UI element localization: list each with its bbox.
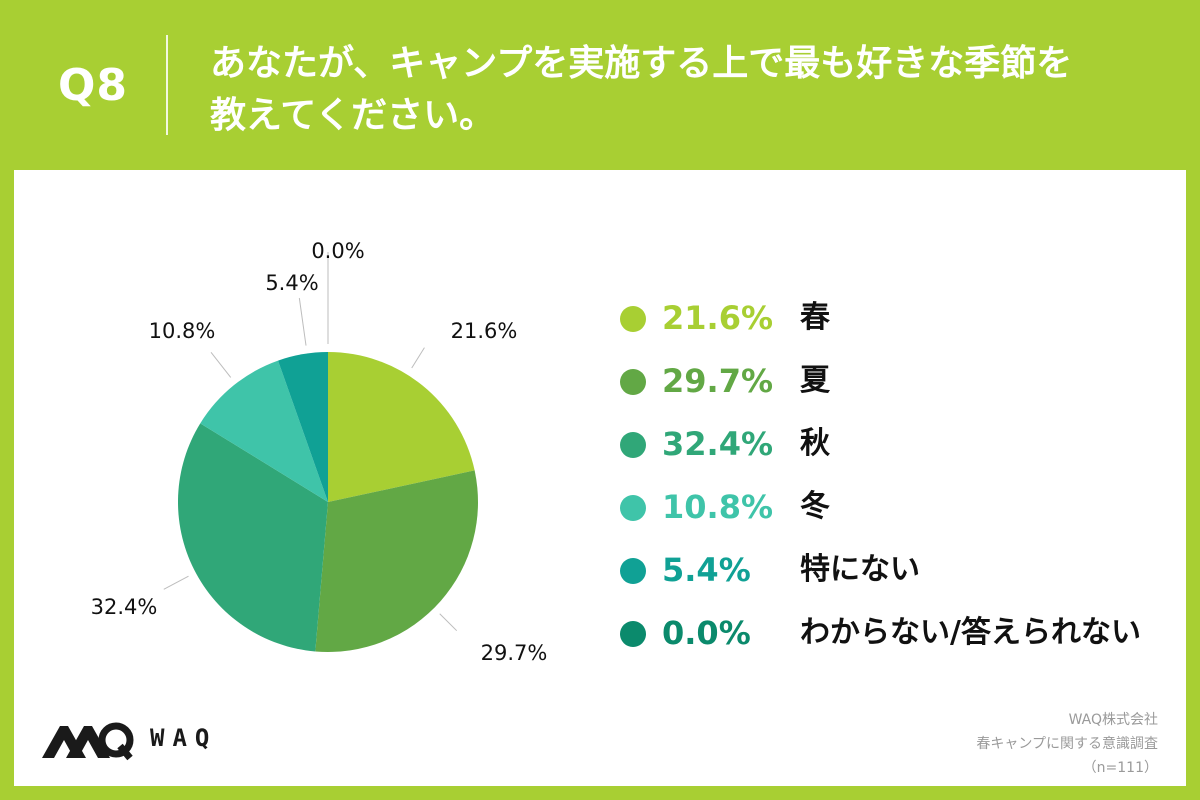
legend-category: 夏 <box>800 363 830 398</box>
slice-label-6: 0.0% <box>311 239 364 263</box>
legend-category: 冬 <box>800 489 830 524</box>
legend-value: 29.7% <box>662 362 774 400</box>
legend-category: 春 <box>800 300 830 335</box>
legend-value: 10.8% <box>662 488 774 526</box>
pie-slice-3 <box>178 423 328 652</box>
legend-category: わからない/答えられない <box>800 615 1141 650</box>
legend-dot-icon <box>620 306 646 332</box>
slice-label-2: 29.7% <box>481 641 548 665</box>
leader-line-5 <box>298 297 307 346</box>
legend-item-2: 29.7% 夏 <box>620 361 1180 424</box>
leader-line-3 <box>163 575 189 590</box>
legend-dot-icon <box>620 558 646 584</box>
header: Q8 あなたが、キャンプを実施する上で最も好きな季節を 教えてください。 <box>0 0 1200 170</box>
source-sample: （n=111） <box>1082 760 1158 776</box>
legend: 21.6% 春 29.7% 夏 32.4% 秋 10.8% 冬 5.4% 特にない 0.0% わからな… <box>620 298 1180 676</box>
slice-label-4: 10.8% <box>149 319 216 343</box>
chart-panel: 21.6% 29.7% 32.4% 10.8% 5.4% 0.0% 21.6% 春 29.7%… <box>14 170 1186 786</box>
slice-label-3: 32.4% <box>91 595 158 619</box>
pie-slice-2 <box>315 470 479 652</box>
legend-dot-icon <box>620 432 646 458</box>
slice-label-1: 21.6% <box>451 319 518 343</box>
header-divider <box>166 35 168 135</box>
leader-line-4 <box>210 351 232 378</box>
pie-slice-4 <box>200 360 328 502</box>
legend-value: 0.0% <box>662 614 751 652</box>
legend-category: 特にない <box>800 552 920 587</box>
legend-item-5: 5.4% 特にない <box>620 550 1180 613</box>
question-text: あなたが、キャンプを実施する上で最も好きな季節を 教えてください。 <box>210 38 1170 142</box>
waq-logo-text: WAQ <box>150 724 218 752</box>
leader-line-2 <box>439 613 458 632</box>
waq-logo-mark-icon <box>42 722 134 761</box>
pie-slice-1 <box>328 352 475 502</box>
legend-dot-icon <box>620 621 646 647</box>
legend-item-1: 21.6% 春 <box>620 298 1180 361</box>
legend-item-4: 10.8% 冬 <box>620 487 1180 550</box>
legend-category: 秋 <box>800 426 830 461</box>
source-note: WAQ株式会社 春キャンプに関する意識調査 （n=111） <box>976 708 1158 780</box>
question-number: Q8 <box>58 60 129 111</box>
waq-logo: WAQ <box>40 718 240 766</box>
legend-dot-icon <box>620 369 646 395</box>
source-survey: 春キャンプに関する意識調査 <box>976 736 1158 752</box>
legend-dot-icon <box>620 495 646 521</box>
slice-label-5: 5.4% <box>265 271 318 295</box>
question-line-2: 教えてください。 <box>210 95 496 136</box>
legend-item-3: 32.4% 秋 <box>620 424 1180 487</box>
legend-item-6: 0.0% わからない/答えられない <box>620 613 1180 676</box>
question-line-1: あなたが、キャンプを実施する上で最も好きな季節を <box>210 43 1073 84</box>
pie-chart: 21.6% 29.7% 32.4% 10.8% 5.4% 0.0% <box>91 239 548 665</box>
legend-value: 32.4% <box>662 425 774 463</box>
leader-line-1 <box>411 347 425 369</box>
pie-slice-5 <box>278 352 328 502</box>
source-company: WAQ株式会社 <box>1068 712 1158 728</box>
legend-value: 5.4% <box>662 551 751 589</box>
legend-value: 21.6% <box>662 299 774 337</box>
